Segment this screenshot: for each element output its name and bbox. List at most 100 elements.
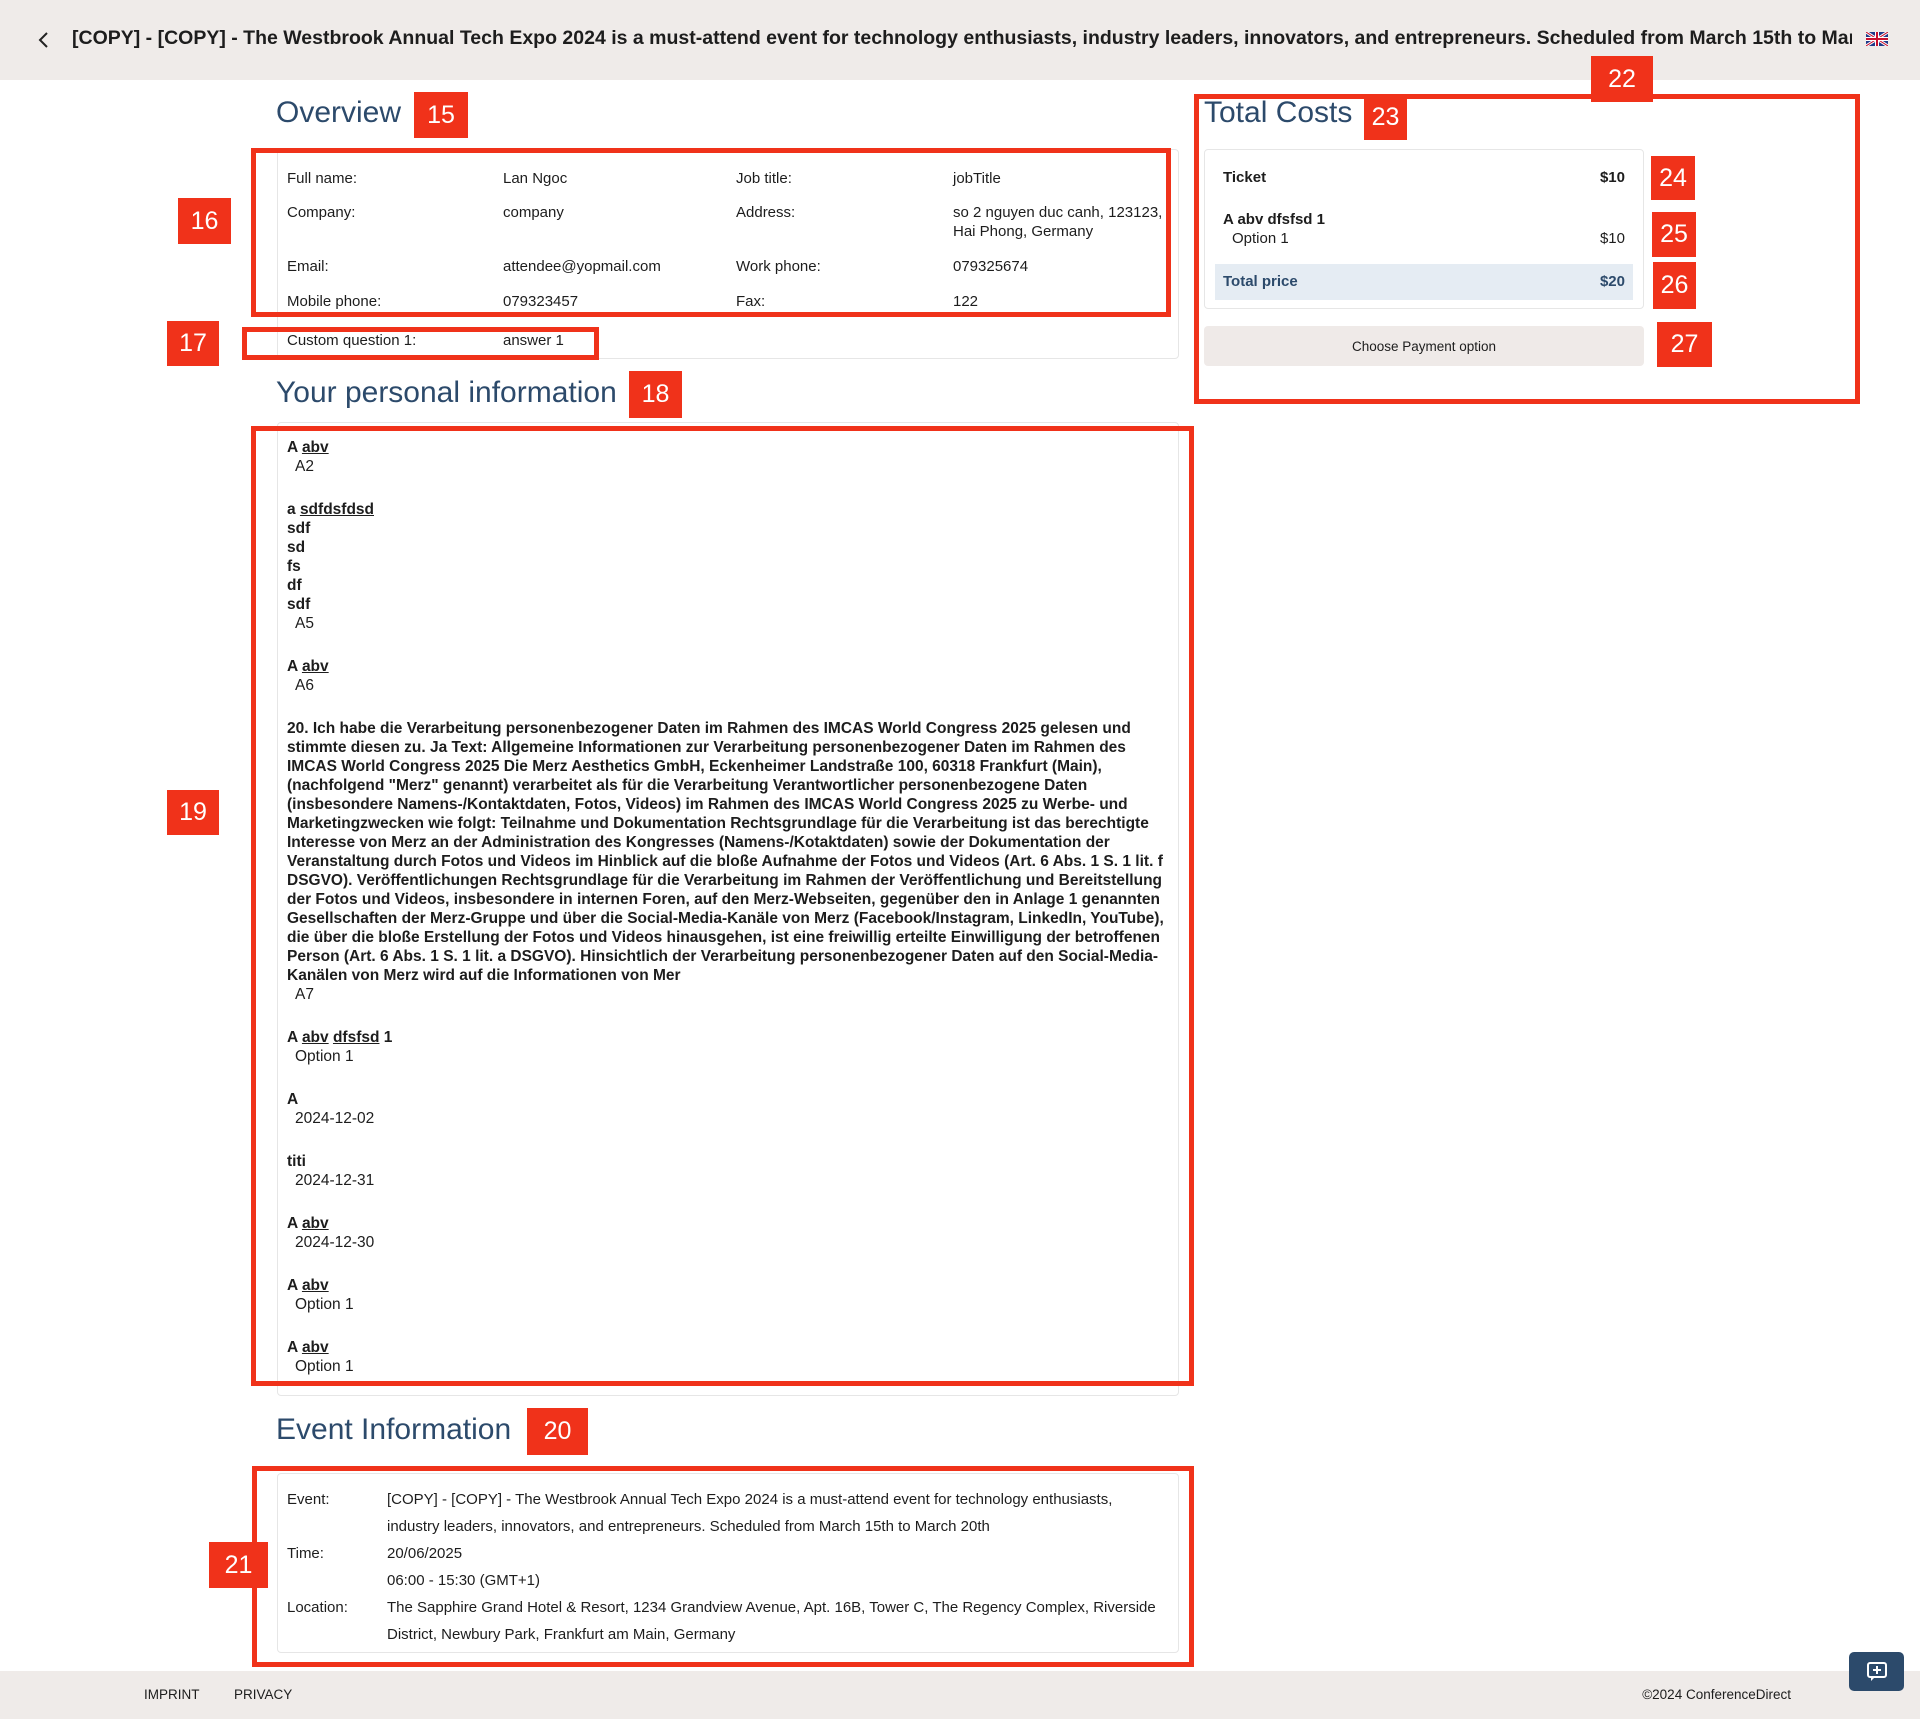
answer: Option 1 (295, 1296, 354, 1313)
chat-button[interactable] (1849, 1652, 1904, 1691)
field-value: attendee@yopmail.com (503, 258, 661, 275)
question-part: 1 (379, 1029, 393, 1046)
question: A abv (287, 1214, 1167, 1233)
question-part: A (287, 1277, 302, 1294)
event-card (277, 1473, 1179, 1653)
overview-heading: Overview (276, 96, 402, 129)
question-part: abv (301, 1029, 329, 1046)
back-button[interactable] (36, 30, 52, 50)
overview-card (277, 149, 1179, 359)
question-part: dfsfsd (332, 1029, 380, 1046)
question-part: abv (301, 658, 329, 675)
question-part: A (287, 1215, 302, 1232)
annotation-label: 27 (1657, 322, 1712, 367)
privacy-link[interactable]: PRIVACY (234, 1687, 293, 1702)
event-value: The Sapphire Grand Hotel & Resort, 1234 … (387, 1599, 1156, 1643)
field-label: Company: (287, 204, 356, 221)
question-part: abv (301, 1277, 329, 1294)
total-label: Total price (1223, 273, 1298, 290)
personal-heading: Your personal information (276, 376, 617, 409)
costs-heading: Total Costs (1204, 96, 1353, 129)
imprint-link[interactable]: IMPRINT (144, 1687, 200, 1702)
answer: 2024-12-30 (295, 1234, 375, 1251)
answer: A5 (295, 615, 314, 632)
answer: 2024-12-02 (295, 1110, 375, 1127)
annotation-box (1194, 94, 1860, 404)
annotation-label: 26 (1653, 262, 1696, 309)
answer: A2 (295, 458, 314, 475)
field-label: Address: (736, 204, 796, 221)
question: titi (287, 1152, 1167, 1171)
custom-question: Custom question 1: (287, 332, 417, 349)
field-value: 079325674 (953, 258, 1029, 275)
answer: Option 1 (295, 1048, 354, 1065)
question: A (287, 1090, 1167, 1109)
question-part: titi (287, 1153, 306, 1170)
event-value: [COPY] - [COPY] - The Westbrook Annual T… (387, 1491, 1113, 1535)
custom-answer: answer 1 (503, 332, 564, 349)
header: [COPY] - [COPY] - The Westbrook Annual T… (0, 0, 1920, 80)
item-option: Option 1 (1232, 230, 1289, 247)
footer: IMPRINT PRIVACY ©2024 ConferenceDirect (0, 1671, 1920, 1719)
question-part: A (287, 1091, 299, 1108)
annotation-label: 19 (167, 790, 219, 835)
annotation-label: 15 (414, 92, 468, 138)
answer: 2024-12-31 (295, 1172, 375, 1189)
question-part: a (287, 501, 300, 518)
event-label: Location: (287, 1599, 348, 1616)
ticket-label: Ticket (1223, 169, 1267, 186)
annotation-label: 18 (629, 371, 682, 418)
answer: A6 (295, 677, 314, 694)
field-value: so 2 nguyen duc canh, 123123, Hai Phong,… (953, 204, 1163, 240)
field-label: Work phone: (736, 258, 821, 275)
field-label: Fax: (736, 293, 766, 310)
event-heading: Event Information (276, 1413, 512, 1446)
field-label: Full name: (287, 170, 358, 187)
answer: A7 (295, 986, 314, 1003)
question-part: 20. Ich habe die Verarbeitung personenbe… (287, 720, 1164, 984)
item-price: $10 (1599, 230, 1625, 247)
annotation-box (242, 327, 599, 360)
annotation-label: 25 (1652, 212, 1696, 257)
question-part: A (287, 1029, 302, 1046)
annotation-label: 16 (178, 198, 231, 244)
event-label: Event: (287, 1491, 330, 1508)
ticket-price: $10 (1599, 169, 1625, 186)
annotation-label: 22 (1591, 56, 1653, 102)
event-value: 20/06/2025 06:00 - 15:30 (GMT+1) (387, 1545, 540, 1589)
question-part: abv (301, 1339, 329, 1356)
question: 20. Ich habe die Verarbeitung personenbe… (287, 719, 1167, 985)
question: A abv dfsfsd 1 (287, 1028, 1167, 1047)
annotation-label: 23 (1364, 94, 1407, 140)
annotation-box (251, 426, 1194, 1386)
question-part: sdf sd fs df sdf (287, 520, 311, 613)
field-label: Email: (287, 258, 329, 275)
question-part: sdfdsfdsd (299, 501, 374, 518)
personal-list: A abv A2 a sdfdsfdsd sdf sd fs df sdf A5 A a… (287, 438, 1167, 1400)
payment-button[interactable]: Choose Payment option (1204, 326, 1644, 366)
annotation-label: 20 (527, 1408, 588, 1455)
question-part: A (287, 439, 302, 456)
field-value: Lan Ngoc (503, 170, 568, 187)
question-part: abv (301, 439, 329, 456)
event-label: Time: (287, 1545, 324, 1562)
field-value: company (503, 204, 564, 221)
field-value: 079323457 (503, 293, 579, 310)
total-row (1215, 264, 1633, 300)
field-value: jobTitle (953, 170, 1001, 187)
answer: Option 1 (295, 1358, 354, 1375)
question: A abv (287, 1338, 1167, 1357)
field-value: 122 (953, 293, 979, 310)
question-part: abv (301, 1215, 329, 1232)
item-label: A abv dfsfsd 1 (1223, 211, 1325, 228)
language-flag[interactable] (1866, 32, 1888, 46)
annotation-label: 17 (167, 321, 219, 366)
copyright: ©2024 ConferenceDirect (1642, 1687, 1791, 1702)
field-label: Job title: (736, 170, 792, 187)
annotation-label: 24 (1651, 156, 1695, 200)
question: A abv (287, 1276, 1167, 1295)
question: A abv (287, 657, 1167, 676)
annotation-label: 21 (209, 1542, 268, 1588)
total-price: $20 (1599, 273, 1625, 290)
